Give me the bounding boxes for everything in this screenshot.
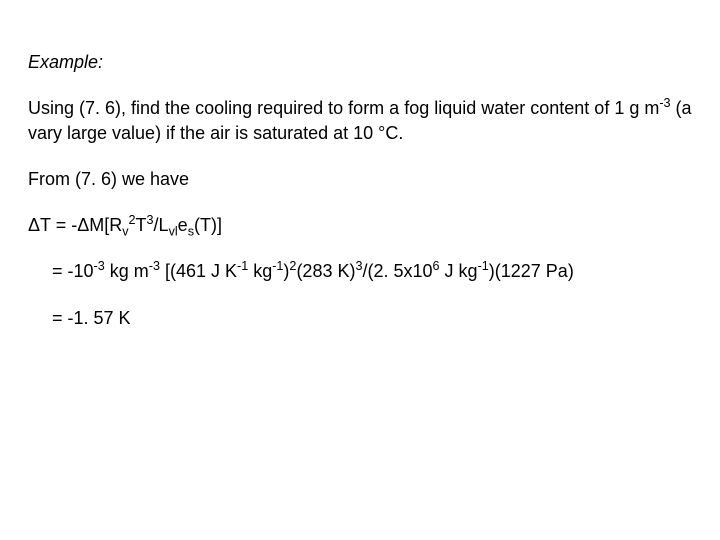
eq1-sup-2: 2 [129, 213, 136, 227]
eq2-g: /(2. 5x10 [362, 261, 432, 281]
eq1-d: e [178, 215, 188, 235]
equation-line-1: ΔT = -ΔM[Rv2T3/Lvles(T)] [28, 213, 692, 237]
eq2-f: (283 K) [296, 261, 355, 281]
equation-line-3: = -1. 57 K [28, 306, 692, 330]
para1-pre: Using (7. 6), find the cooling required … [28, 98, 659, 118]
eq1-sup-3: 3 [147, 213, 154, 227]
eq3-text: = -1. 57 K [52, 308, 131, 328]
intro-line: From (7. 6) we have [28, 167, 692, 191]
eq1-sub-vl: vl [169, 225, 178, 239]
eq2-sup-m1b: -1 [272, 259, 283, 273]
equation-line-2: = -10-3 kg m-3 [(461 J K-1 kg-1)2(283 K)… [28, 259, 692, 283]
eq2-sup-m1a: -1 [237, 259, 248, 273]
example-heading: Example: [28, 50, 692, 74]
eq2-sup-6: 6 [433, 259, 440, 273]
eq2-a: = -10 [52, 261, 94, 281]
eq2-sup-m3b: -3 [149, 259, 160, 273]
eq2-c: [(461 J K [160, 261, 237, 281]
eq1-c: /L [154, 215, 169, 235]
eq2-d: kg [248, 261, 272, 281]
eq1-a: ΔT = -ΔM[R [28, 215, 122, 235]
eq1-e: (T)] [194, 215, 222, 235]
para2-text: From (7. 6) we have [28, 169, 189, 189]
eq2-b: kg m [105, 261, 149, 281]
eq1-b: T [136, 215, 147, 235]
eq2-i: )(1227 Pa) [489, 261, 574, 281]
eq2-sup-m1c: -1 [478, 259, 489, 273]
heading-text: Example: [28, 52, 103, 72]
eq2-sup-m3a: -3 [94, 259, 105, 273]
eq2-h: J kg [440, 261, 478, 281]
para1-sup1: -3 [659, 96, 670, 110]
problem-statement: Using (7. 6), find the cooling required … [28, 96, 692, 145]
